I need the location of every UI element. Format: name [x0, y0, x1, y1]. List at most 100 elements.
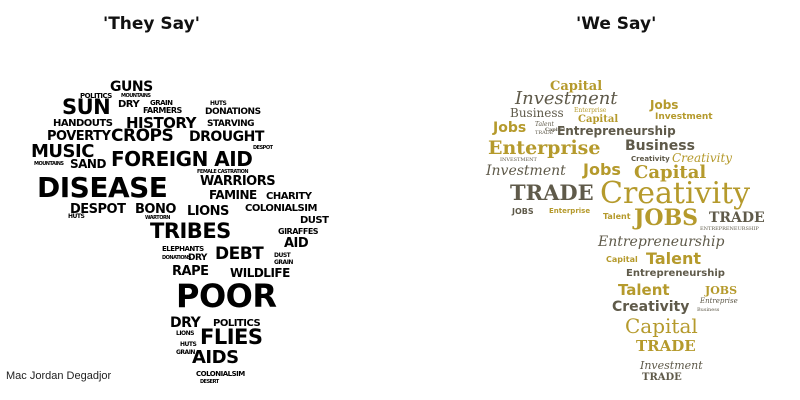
- word: FLIES: [200, 325, 263, 349]
- word: DROUGHT: [189, 129, 264, 145]
- word: Capital: [625, 314, 698, 338]
- word: SUN: [62, 95, 111, 119]
- word: Enterprise: [549, 207, 591, 215]
- word: Entreprise: [700, 297, 738, 305]
- word: CHARITY: [266, 191, 312, 202]
- word: DRY: [118, 99, 140, 110]
- word: Investment: [486, 163, 566, 179]
- word: RAPE: [172, 264, 209, 279]
- word: ENTREPRENEURSHIP: [700, 226, 759, 232]
- word: Capital: [578, 114, 619, 125]
- word: Business: [625, 138, 695, 154]
- word: TRADE: [636, 337, 696, 355]
- word: Investment: [515, 88, 618, 109]
- word: Business: [697, 307, 720, 313]
- word: Capital: [606, 255, 638, 264]
- word: POOR: [176, 277, 277, 315]
- word: Talent: [535, 121, 554, 128]
- word: FAMINE: [209, 188, 257, 202]
- word: Investment: [640, 359, 703, 372]
- word: Creativity: [631, 155, 670, 163]
- word: GUNS: [110, 79, 153, 95]
- word: MOUNTAINS: [121, 93, 151, 99]
- word: TRADE: [709, 210, 765, 226]
- word: AIDS: [192, 347, 239, 368]
- word: Jobs: [493, 120, 527, 136]
- word: TRADE: [510, 180, 594, 205]
- word: SAND: [70, 157, 106, 171]
- word: Enterprise: [574, 107, 607, 114]
- word: MUSIC: [31, 141, 94, 162]
- word: BONO: [135, 202, 176, 217]
- word: GIRAFFES: [278, 227, 319, 236]
- word: HISTORY: [126, 114, 197, 132]
- word: DUST: [274, 252, 291, 259]
- word: LIONS: [176, 330, 195, 337]
- word: WARRIORS: [200, 174, 276, 189]
- word: FOREIGN AID: [111, 147, 253, 171]
- word: WARTORN: [145, 215, 170, 221]
- word: DONATIONS: [205, 107, 261, 117]
- word: POLITICS: [213, 318, 261, 329]
- word: Jobs: [650, 98, 679, 112]
- word: DUST: [300, 215, 329, 226]
- word: HANDOUTS: [53, 118, 113, 129]
- word: STARVING: [207, 119, 255, 129]
- word: GRAIN: [176, 349, 195, 356]
- word: COLONIALSIM: [245, 203, 317, 214]
- word: POVERTY: [47, 129, 111, 144]
- word: DRY: [188, 253, 207, 263]
- word: TRADE: [642, 372, 682, 383]
- word: JOBS: [705, 284, 738, 297]
- word: DRY: [170, 315, 201, 331]
- word: Capital: [550, 79, 603, 94]
- word: FARMERS: [143, 106, 182, 115]
- word: DESPOT: [253, 145, 273, 151]
- they-say-title: 'They Say': [103, 14, 200, 34]
- word: HUTS: [180, 341, 197, 348]
- word: POLITICS: [80, 92, 112, 100]
- word: Investment: [655, 112, 713, 122]
- word: Entrepreneurship: [598, 234, 725, 250]
- word: TRADE: [535, 130, 554, 136]
- image-credit: Mac Jordan Degadjor: [6, 370, 112, 382]
- word: Business: [510, 106, 564, 120]
- word: COLONIALSIM: [196, 370, 245, 378]
- word: JOBS: [634, 205, 699, 231]
- word: Talent: [646, 249, 702, 268]
- word: JOBS: [512, 207, 534, 216]
- word: INVESTMENT: [500, 157, 537, 163]
- word: AID: [284, 236, 309, 251]
- word: HUTS: [210, 100, 227, 107]
- we-say-title: 'We Say': [576, 14, 657, 34]
- word: Capital: [634, 162, 707, 183]
- word: DEBT: [215, 244, 264, 264]
- word: HUTS: [68, 213, 85, 220]
- word: Talent: [618, 281, 670, 299]
- word: CROPS: [111, 126, 174, 146]
- word: Talent: [603, 212, 631, 221]
- word: Jobs: [583, 160, 621, 179]
- word: FEMALE CASTRATION: [197, 169, 249, 175]
- word: Entrepreneurship: [557, 124, 676, 138]
- word: TRIBES: [150, 219, 231, 243]
- word: Creativity: [672, 151, 733, 165]
- word: ELEPHANTS: [162, 245, 204, 253]
- word: MOUNTAINS: [34, 161, 64, 167]
- word: WILDLIFE: [230, 266, 290, 280]
- word: Entrepreneurship: [626, 268, 725, 279]
- word: DONATIONS: [162, 255, 191, 261]
- word: LIONS: [187, 204, 229, 219]
- word: Creativity: [600, 176, 751, 211]
- word: Capital: [545, 127, 566, 133]
- word: DESERT: [200, 379, 219, 385]
- word: DESPOT: [70, 202, 126, 217]
- word: Creativity: [612, 299, 690, 315]
- word: DISEASE: [37, 171, 168, 204]
- word: Enterprise: [488, 137, 601, 159]
- word: GRAIN: [274, 259, 293, 266]
- word: GRAIN: [150, 99, 173, 107]
